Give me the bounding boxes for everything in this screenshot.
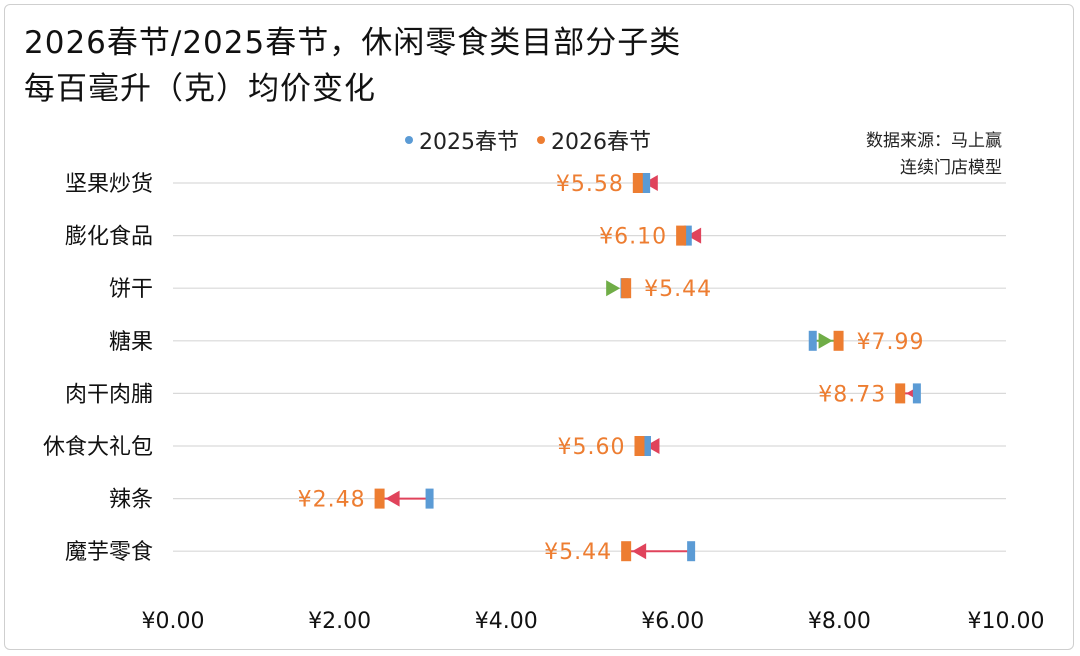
x-tick-label: ¥10.00 — [968, 609, 1045, 634]
marker-2025 — [642, 436, 651, 456]
x-tick-label: ¥8.00 — [808, 609, 871, 634]
data-label-2026: ¥5.44 — [544, 540, 612, 565]
marker-2026 — [621, 541, 632, 562]
chart-frame — [4, 4, 1074, 650]
category-label: 休食大礼包 — [43, 435, 153, 460]
marker-2026 — [632, 173, 643, 193]
change-arrowhead — [606, 280, 621, 297]
marker-2025 — [912, 383, 921, 404]
marker-2025 — [687, 541, 696, 562]
category-label: 饼干 — [109, 277, 153, 302]
marker-2026 — [634, 436, 645, 456]
change-arrowhead — [632, 543, 647, 560]
x-tick-label: ¥4.00 — [475, 609, 538, 634]
legend-marker-2026 — [537, 136, 545, 144]
category-label: 坚果炒货 — [65, 172, 153, 197]
x-tick-label: ¥0.00 — [142, 609, 205, 634]
title-line-2: 每百毫升（克）均价变化 — [24, 71, 376, 107]
legend-label-2026: 2026春节 — [551, 130, 651, 155]
legend: 2025春节 2026春节 — [405, 125, 651, 155]
category-label: 膨化食品 — [65, 225, 153, 250]
x-tick-label: ¥2.00 — [308, 609, 371, 634]
category-label: 魔芋零食 — [65, 540, 153, 565]
title-line-1: 2026春节/2025春节，休闲零食类目部分子类 — [24, 25, 682, 61]
marker-2025 — [683, 225, 692, 246]
change-arrowhead — [385, 490, 400, 507]
marker-2025 — [642, 173, 651, 193]
source-line-2: 连续门店模型 — [900, 158, 1002, 178]
legend-item-2026: 2026春节 — [537, 124, 651, 156]
legend-label-2025: 2025春节 — [419, 130, 519, 155]
change-arrowhead — [818, 332, 833, 349]
source-line-1: 数据来源：马上赢 — [866, 131, 1002, 151]
legend-item-2025: 2025春节 — [405, 124, 519, 156]
data-label-2026: ¥5.60 — [557, 435, 625, 460]
category-label: 肉干肉脯 — [65, 382, 153, 407]
data-label-2026: ¥6.10 — [599, 225, 667, 250]
source-note: 数据来源：马上赢 连续门店模型 — [866, 128, 1002, 182]
data-label-2026: ¥2.48 — [298, 488, 366, 513]
x-tick-label: ¥6.00 — [641, 609, 704, 634]
data-label-2026: ¥5.44 — [644, 277, 712, 302]
change-arrowhead — [645, 438, 660, 454]
data-label-2026: ¥7.99 — [857, 330, 925, 355]
marker-2025 — [808, 330, 817, 351]
change-arrowhead — [643, 175, 658, 191]
category-label: 糖果 — [109, 330, 153, 355]
data-label-2026: ¥8.73 — [818, 382, 886, 407]
marker-2026 — [374, 488, 385, 509]
change-arrowhead — [687, 227, 702, 244]
marker-2026 — [833, 330, 844, 351]
category-label: 辣条 — [109, 488, 153, 513]
chart-title: 2026春节/2025春节，休闲零食类目部分子类 每百毫升（克）均价变化 — [24, 20, 784, 112]
marker-2026 — [621, 278, 632, 299]
marker-2026 — [895, 383, 906, 404]
legend-marker-2025 — [405, 136, 413, 144]
marker-2025 — [425, 488, 434, 509]
marker-2026 — [676, 225, 687, 246]
data-label-2026: ¥5.58 — [556, 172, 624, 197]
